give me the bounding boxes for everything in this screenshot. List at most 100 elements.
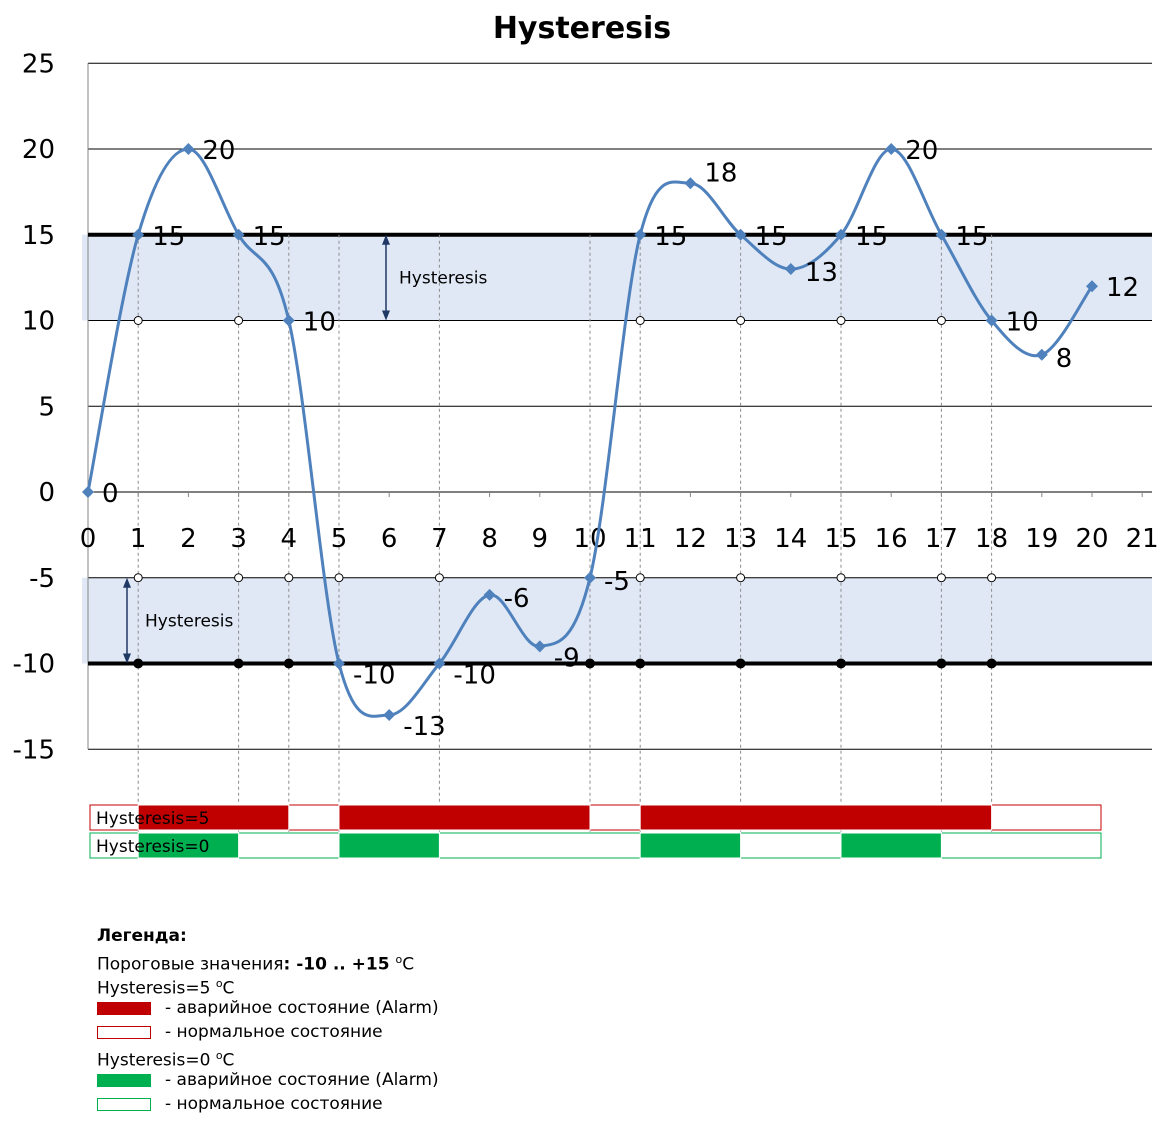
alarm-segment — [137, 832, 240, 859]
y-tick-label: 0 — [38, 478, 55, 508]
series-line — [82, 143, 1098, 721]
data-label: -9 — [554, 643, 580, 673]
data-point — [1086, 280, 1098, 293]
alarm-segment — [338, 804, 591, 831]
release-marker — [334, 573, 344, 583]
hysteresis-band — [82, 577, 1152, 664]
release-marker — [736, 573, 746, 583]
release-marker — [133, 573, 143, 583]
legend-normal-text: - нормальное состояние — [165, 1022, 383, 1042]
legend-h5-alarm: - аварийное состояние (Alarm) — [97, 996, 439, 1020]
data-label: 13 — [805, 258, 838, 288]
legend: Легенда: Пороговые значения: -10 .. +15 … — [97, 924, 439, 1116]
release-marker — [133, 316, 143, 325]
state-bar-frame — [89, 832, 1102, 859]
x-tick-label: 14 — [774, 524, 807, 554]
x-tick-label: 3 — [230, 524, 247, 554]
data-point — [784, 263, 797, 276]
alarm-segment — [639, 804, 993, 831]
legend-alarm-text: - аварийное состояние (Alarm) — [165, 998, 439, 1018]
threshold-marker — [735, 658, 746, 669]
data-point — [684, 177, 697, 190]
data-label: 0 — [102, 479, 119, 509]
legend-title: Легенда: — [97, 926, 187, 946]
data-point — [282, 314, 295, 327]
data-label: -5 — [604, 567, 630, 597]
legend-h5-title: Hysteresis=5 oC — [97, 972, 439, 999]
x-tick-label: 18 — [975, 524, 1008, 554]
degree-sign: o — [395, 953, 403, 966]
unit: C — [222, 978, 235, 999]
x-tick-label: 10 — [573, 524, 606, 554]
hysteresis-band — [82, 234, 1152, 321]
alarm-segment — [137, 804, 290, 831]
release-marker — [936, 316, 946, 325]
y-tick-label: 20 — [22, 135, 55, 165]
data-label: 12 — [1106, 273, 1139, 303]
legend-thresholds-value: : -10 .. +15 — [283, 954, 396, 975]
y-tick-label: -5 — [29, 564, 55, 594]
data-label: 10 — [303, 308, 336, 338]
x-axis-ticks: 0 1 2 3 4 5 6 7 8 9 10 11 12 13 14 15 16 17 18 19 20 21 — [80, 524, 1159, 554]
release-marker — [635, 573, 645, 583]
release-marker — [234, 316, 244, 325]
hysteresis-annotations: Hysteresis Hysteresis — [123, 234, 487, 664]
alarm-segment — [338, 832, 440, 859]
y-tick-label: 5 — [38, 392, 55, 422]
x-tick-label: 15 — [824, 524, 857, 554]
y-tick-label: 10 — [22, 307, 55, 337]
release-marker — [434, 573, 444, 583]
release-marker — [936, 573, 946, 583]
data-point — [433, 657, 446, 670]
alarm-segment — [840, 832, 942, 859]
data-label: 15 — [253, 222, 286, 252]
data-label: 20 — [905, 136, 938, 166]
x-tick-label: 20 — [1075, 524, 1108, 554]
arrow-head-up — [382, 234, 390, 245]
data-labels: 015201510-10-13-10-6-9-51518151315201510… — [102, 136, 1139, 742]
release-marker — [284, 573, 294, 583]
threshold-marker — [986, 658, 997, 669]
data-point — [885, 143, 898, 155]
data-point — [634, 228, 647, 241]
threshold-marker — [836, 658, 846, 669]
degree-sign: o — [215, 977, 223, 990]
x-tick-label: 21 — [1126, 524, 1159, 554]
unit: C — [402, 954, 415, 975]
threshold-marker — [936, 658, 947, 669]
data-label: 15 — [955, 222, 988, 252]
legend-h5-label: Hysteresis=5 — [97, 978, 216, 999]
data-point — [734, 228, 747, 241]
degree-sign: o — [215, 1049, 223, 1062]
data-label: 20 — [202, 136, 235, 166]
legend-h0-label: Hysteresis=0 — [97, 1050, 216, 1071]
x-tick-label: 4 — [281, 524, 298, 554]
data-point — [232, 228, 245, 241]
x-tick-label: 13 — [724, 524, 757, 554]
data-point — [333, 657, 345, 670]
data-label: 15 — [855, 222, 888, 252]
x-tick-label: 1 — [130, 524, 147, 554]
release-marker — [635, 316, 645, 325]
release-marker — [836, 316, 846, 325]
data-label: -13 — [403, 712, 445, 742]
y-tick-label: -15 — [13, 735, 55, 765]
data-label: 15 — [755, 222, 788, 252]
data-label: 8 — [1056, 344, 1073, 374]
data-point — [182, 143, 195, 155]
x-tick-label: 9 — [532, 524, 549, 554]
data-label: 18 — [704, 158, 737, 188]
hysteresis-label: Hysteresis — [399, 269, 487, 289]
x-tick-label: 8 — [481, 524, 498, 554]
x-tick-label: 7 — [431, 524, 448, 554]
gridlines — [87, 62, 1152, 750]
red-normal-swatch — [97, 1025, 151, 1039]
threshold-marker — [233, 658, 244, 669]
data-label: 15 — [152, 222, 185, 252]
data-label: 15 — [654, 222, 687, 252]
vertical-guides — [133, 234, 997, 858]
legend-h0-alarm: - аварийное состояние (Alarm) — [97, 1068, 439, 1092]
x-tick-label: 16 — [875, 524, 908, 554]
data-point — [533, 640, 546, 653]
